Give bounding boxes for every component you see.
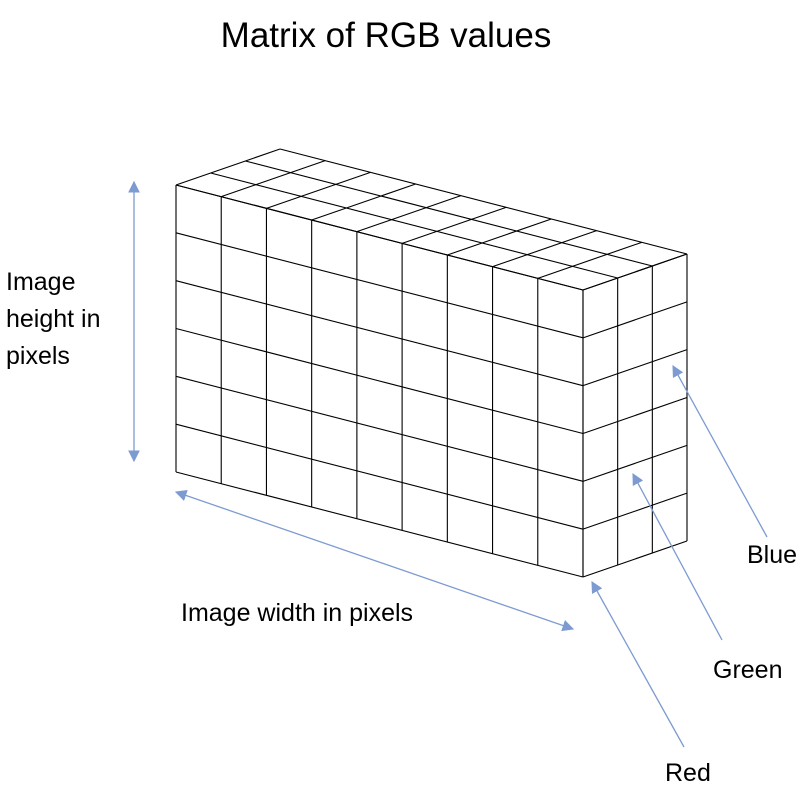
height-label: Image height in pixels (6, 268, 101, 370)
front-grid-horizontal-line (175, 375, 584, 482)
front-grid-horizontal-line (175, 471, 584, 578)
diagram-title: Matrix of RGB values (220, 16, 552, 55)
front-grid-horizontal-line (175, 327, 584, 435)
top-grid-depth-line (221, 160, 326, 198)
top-grid-depth-line (401, 206, 507, 244)
side-grid-depth-line (582, 396, 688, 435)
top-grid-depth-line (175, 148, 281, 186)
top-grid-depth-line (311, 183, 416, 221)
blue-channel-arrow (672, 364, 768, 538)
side-grid-depth-line (582, 253, 688, 291)
red-channel-label: Red (665, 759, 711, 787)
top-grid-depth-line (266, 171, 371, 209)
red-channel-arrow (591, 580, 685, 748)
side-grid-depth-line (582, 349, 688, 387)
side-grid-depth-line (582, 492, 688, 530)
green-channel-label: Green (713, 656, 783, 684)
side-grid-depth-line (582, 301, 688, 339)
top-grid-depth-line (537, 241, 642, 279)
top-grid-width-line (210, 172, 618, 279)
blue-channel-label: Blue (747, 541, 798, 569)
width-label: Image width in pixels (181, 599, 414, 627)
front-grid-horizontal-line (175, 280, 584, 387)
top-grid-width-line (245, 160, 653, 267)
top-grid-depth-line (447, 218, 552, 256)
front-grid-horizontal-line (175, 232, 584, 339)
top-grid-width-line (279, 148, 688, 255)
top-grid-depth-line (492, 230, 597, 268)
side-grid-depth-line (582, 540, 688, 578)
width-double-arrow (174, 489, 575, 632)
side-grid-depth-line (582, 444, 688, 482)
top-grid-width-line (175, 184, 584, 291)
top-grid-depth-line (356, 195, 462, 233)
green-channel-arrow (632, 472, 723, 641)
